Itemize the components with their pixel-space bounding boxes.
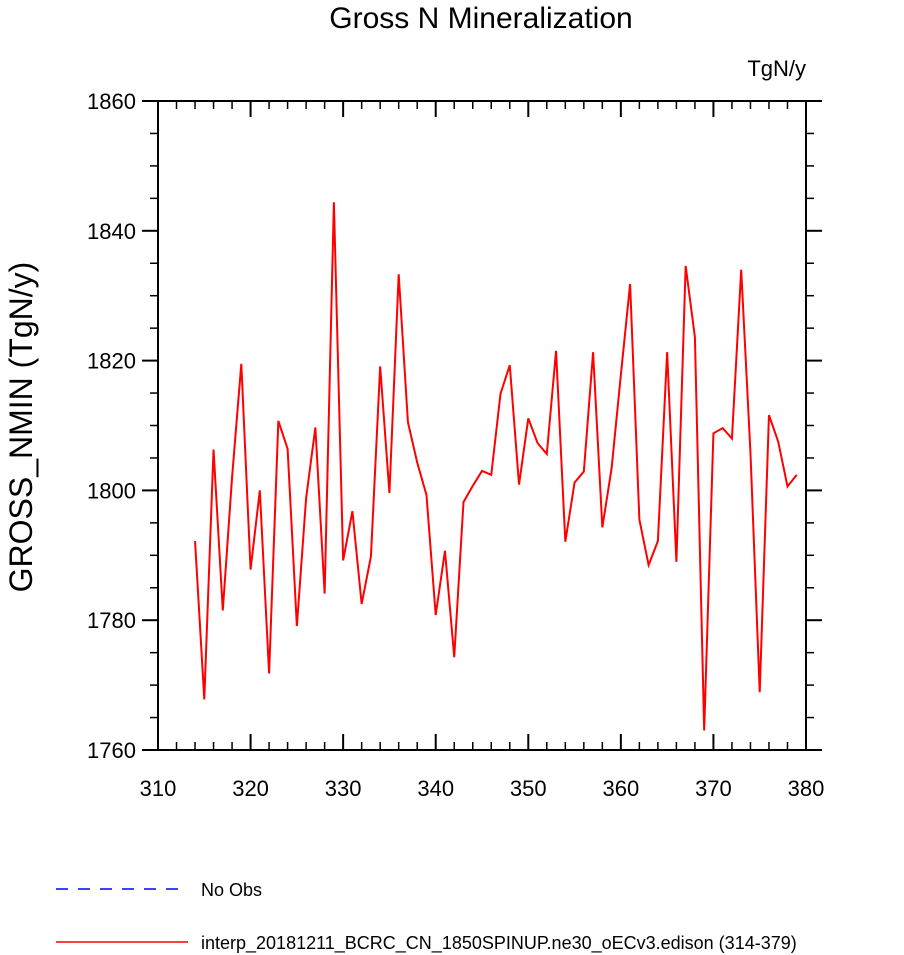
y-tick-label: 1800 xyxy=(87,478,136,503)
x-tick-label: 340 xyxy=(417,776,454,801)
legend-label-2: interp_20181211_BCRC_CN_1850SPINUP.ne30_… xyxy=(201,933,797,954)
x-tick-label: 380 xyxy=(788,776,825,801)
x-tick-label: 350 xyxy=(510,776,547,801)
x-tick-label: 370 xyxy=(695,776,732,801)
y-tick-label: 1860 xyxy=(87,89,136,114)
axes: 310 320 330 340 350 360 370 380 1760 1780 1800 1820… xyxy=(87,89,824,801)
units-label: TgN/y xyxy=(747,56,806,81)
legend: No Obs interp_20181211_BCRC_CN_1850SPINUP… xyxy=(56,880,797,954)
x-tick-label: 310 xyxy=(140,776,177,801)
y-tick-label: 1760 xyxy=(87,738,136,763)
series-line xyxy=(194,202,798,731)
legend-label-1: No Obs xyxy=(201,880,262,900)
x-tick-label: 330 xyxy=(325,776,362,801)
x-tick-label: 320 xyxy=(232,776,269,801)
y-tick-label: 1780 xyxy=(87,608,136,633)
plot-frame xyxy=(157,100,807,751)
chart-title: Gross N Mineralization xyxy=(329,2,632,35)
x-tick-label: 360 xyxy=(602,776,639,801)
y-axis-label: GROSS_NMIN (TgN/y) xyxy=(3,262,39,593)
y-tick-label: 1840 xyxy=(87,219,136,244)
series-group xyxy=(194,202,798,731)
y-tick-label: 1820 xyxy=(87,349,136,374)
